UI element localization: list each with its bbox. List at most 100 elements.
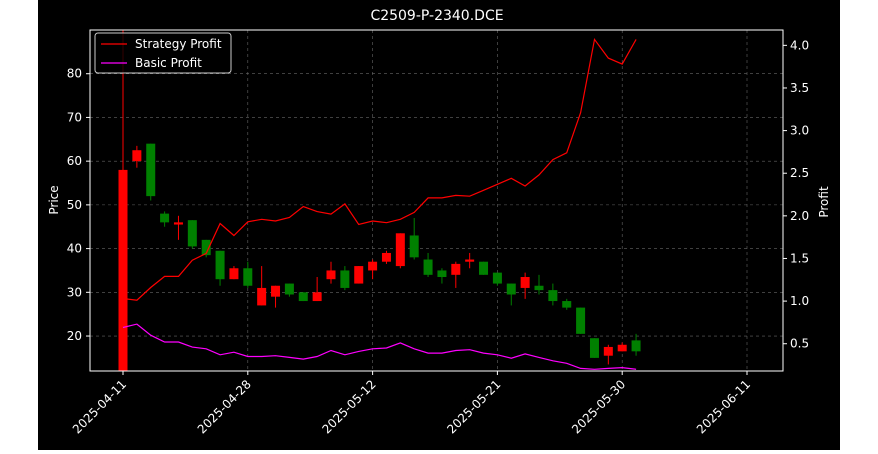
candlestick — [409, 217, 419, 260]
y-left-tick-label: 30 — [67, 285, 82, 299]
candle-body — [173, 222, 183, 225]
candle-body — [409, 235, 419, 258]
candlestick — [229, 266, 239, 280]
candle-body — [381, 252, 391, 262]
candle-body — [354, 266, 364, 284]
candle-body — [215, 250, 225, 280]
y-right-tick-label: 3.0 — [790, 124, 809, 138]
chart-title: C2509-P-2340.DCE — [370, 8, 503, 24]
candlestick — [603, 344, 613, 365]
candlestick — [465, 252, 475, 269]
candlestick — [312, 277, 322, 302]
candle-body — [271, 285, 281, 297]
candlestick — [146, 143, 156, 201]
candlestick — [132, 145, 142, 168]
candlestick — [617, 342, 627, 352]
candle-body — [368, 261, 378, 271]
y-left-tick-label: 40 — [67, 242, 82, 256]
candle-body — [534, 285, 544, 291]
candlestick — [381, 250, 391, 264]
candlestick — [187, 220, 197, 249]
candlestick — [368, 259, 378, 280]
legend-label-strategy-profit: Strategy Profit — [135, 37, 222, 51]
y-right-tick-label: 2.0 — [790, 209, 809, 223]
candlestick — [479, 261, 489, 275]
candle-body — [326, 270, 336, 280]
legend-box — [94, 32, 232, 74]
candlestick — [437, 268, 447, 284]
candlestick — [215, 250, 225, 286]
candle-body — [201, 239, 211, 256]
candle-body — [506, 283, 516, 295]
candle-body — [340, 270, 350, 288]
candle-body — [257, 287, 267, 306]
candle-body — [465, 259, 475, 262]
candle-body — [118, 169, 128, 371]
candlestick — [326, 261, 336, 284]
candle-body — [576, 307, 586, 334]
candle-body — [160, 213, 170, 223]
candlestick — [298, 292, 308, 302]
legend: Strategy Profit Basic Profit — [94, 32, 232, 74]
candlestick — [548, 283, 558, 306]
legend-label-basic-profit: Basic Profit — [135, 56, 202, 70]
candlestick — [492, 272, 502, 286]
y-left-tick-label: 50 — [67, 198, 82, 212]
y-left-tick-label: 20 — [67, 329, 82, 343]
candlestick — [271, 285, 281, 308]
y-right-tick-label: 0.5 — [790, 337, 809, 351]
candle-body — [146, 143, 156, 197]
y-axis-left-label: Price — [47, 185, 61, 214]
candlestick — [534, 274, 544, 295]
candlestick — [340, 266, 350, 291]
candlestick — [201, 239, 211, 258]
plot-frame — [89, 29, 784, 372]
candle-body — [492, 272, 502, 284]
candlestick — [589, 338, 599, 358]
candle-body — [451, 263, 461, 275]
candlestick — [284, 283, 294, 297]
candle-body — [589, 338, 599, 358]
y-right-tick-label: 1.0 — [790, 294, 809, 308]
candle-body — [631, 340, 641, 352]
candle-body — [284, 283, 294, 295]
candle-body — [520, 277, 530, 288]
candle-body — [617, 344, 627, 352]
candle-body — [132, 150, 142, 162]
y-right-tick-label: 3.5 — [790, 81, 809, 95]
candle-body — [548, 290, 558, 302]
candlestick — [451, 261, 461, 288]
y-left-tick-label: 60 — [67, 154, 82, 168]
candle-body — [298, 292, 308, 302]
candlestick — [118, 30, 128, 371]
candlestick — [631, 333, 641, 356]
y-axis-right-label: Profit — [817, 186, 831, 218]
candlestick — [576, 307, 586, 334]
candle-layer — [118, 30, 641, 371]
candlestick — [354, 266, 364, 284]
y-left-tick-label: 70 — [67, 110, 82, 124]
candle-body — [395, 233, 405, 267]
figure-background — [38, 0, 840, 450]
candlestick — [520, 272, 530, 299]
candle-body — [437, 270, 447, 278]
y-left-tick-label: 80 — [67, 67, 82, 81]
y-right-tick-label: 1.5 — [790, 251, 809, 265]
candle-body — [423, 259, 433, 275]
y-right-tick-label: 2.5 — [790, 166, 809, 180]
candle-body — [603, 346, 613, 356]
candlestick — [257, 266, 267, 306]
y-right-tick-label: 4.0 — [790, 38, 809, 52]
line-layer — [122, 37, 637, 370]
candle-body — [187, 220, 197, 247]
candle-body — [479, 261, 489, 275]
candlestick — [562, 298, 572, 310]
candle-body — [562, 301, 572, 308]
candlestick — [423, 252, 433, 278]
candlestick — [160, 211, 170, 227]
candle-body — [229, 268, 239, 280]
candlestick — [395, 233, 405, 269]
candlestick — [173, 215, 183, 240]
